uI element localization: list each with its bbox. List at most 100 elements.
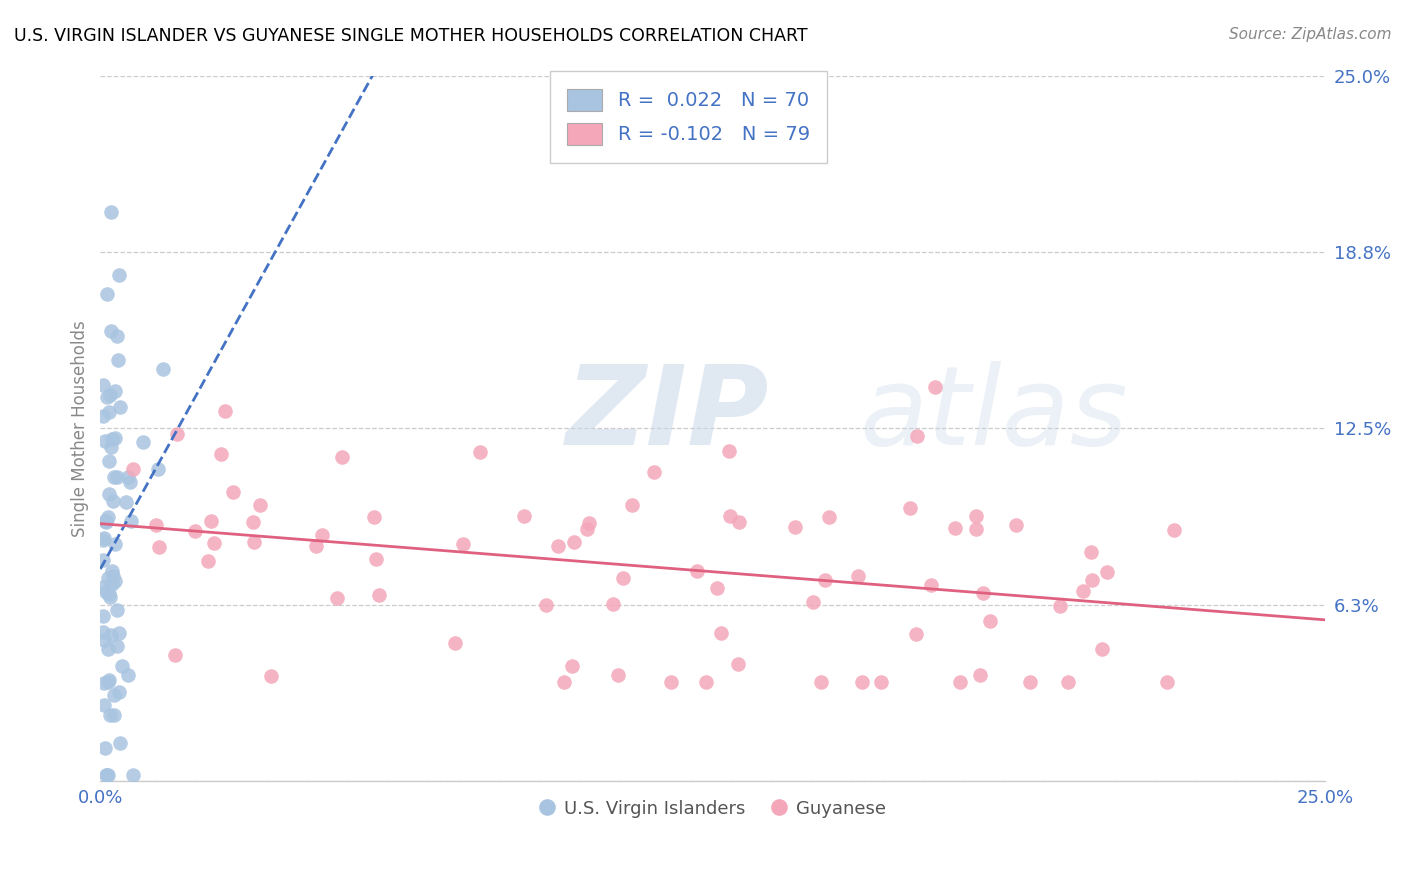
Point (93, 740, 115, 755)
Point (444, 636, 467, 650)
Point (363, 509, 385, 524)
Point (870, 675, 893, 690)
Text: Source: ZipAtlas.com: Source: ZipAtlas.com (1229, 27, 1392, 42)
Point (904, 626, 927, 640)
Point (97, 510, 120, 524)
Point (91, 580, 114, 594)
Point (578, 516, 600, 530)
Point (920, 578, 942, 592)
Point (643, 465, 665, 479)
Point (103, 470, 125, 484)
Point (848, 568, 870, 582)
Point (132, 435, 155, 450)
Point (97, 642, 120, 657)
Text: U.S. VIRGIN ISLANDER VS GUYANESE SINGLE MOTHER HOUSEHOLDS CORRELATION CHART: U.S. VIRGIN ISLANDER VS GUYANESE SINGLE … (14, 27, 807, 45)
Point (783, 520, 806, 534)
Point (103, 688, 125, 702)
Point (152, 362, 174, 376)
Point (602, 597, 624, 611)
Point (91, 624, 114, 639)
Point (96, 390, 118, 404)
Point (97, 454, 120, 468)
Point (1019, 675, 1042, 690)
Point (1073, 583, 1095, 598)
Point (91, 377, 114, 392)
Point (115, 495, 138, 509)
Point (659, 675, 682, 690)
Point (103, 568, 125, 582)
Point (979, 614, 1001, 628)
Point (468, 445, 491, 459)
Point (718, 508, 741, 523)
Point (249, 498, 271, 512)
Point (898, 501, 921, 516)
Point (97, 587, 120, 601)
Point (96, 287, 118, 301)
Point (311, 528, 333, 542)
Point (453, 537, 475, 551)
Point (727, 516, 749, 530)
Point (104, 574, 127, 588)
Point (1091, 642, 1114, 657)
Point (94, 434, 117, 448)
Point (612, 571, 634, 585)
Point (96, 768, 118, 782)
Point (91, 553, 114, 567)
Point (1004, 518, 1026, 533)
Point (718, 443, 741, 458)
Point (260, 668, 283, 682)
Point (905, 429, 928, 443)
Point (105, 470, 128, 484)
Point (851, 675, 873, 690)
Point (101, 577, 124, 591)
Text: ZIP: ZIP (565, 360, 769, 467)
Point (94, 584, 117, 599)
Point (1156, 675, 1178, 690)
Point (100, 432, 122, 446)
Point (943, 521, 966, 535)
Point (93, 676, 115, 690)
Point (1049, 599, 1071, 613)
Point (969, 668, 991, 682)
Point (104, 384, 127, 399)
Point (184, 524, 207, 538)
Point (91, 533, 114, 547)
Point (710, 626, 733, 640)
Point (1080, 545, 1102, 559)
Point (801, 595, 824, 609)
Point (242, 535, 264, 549)
Point (810, 675, 832, 690)
Point (214, 404, 236, 418)
Point (562, 535, 585, 549)
Point (972, 586, 994, 600)
Point (222, 485, 245, 500)
Point (965, 509, 987, 524)
Point (326, 591, 349, 605)
Point (305, 539, 328, 553)
Point (117, 668, 139, 682)
Point (200, 514, 222, 528)
Point (100, 324, 122, 338)
Legend: U.S. Virgin Islanders, Guyanese: U.S. Virgin Islanders, Guyanese (533, 792, 893, 825)
Point (148, 462, 170, 476)
Point (1081, 573, 1104, 587)
Point (93, 531, 115, 545)
Point (105, 329, 128, 343)
Point (105, 603, 128, 617)
Point (98, 590, 121, 604)
Point (547, 539, 569, 553)
Point (117, 470, 139, 484)
Text: atlas: atlas (860, 360, 1129, 467)
Point (1095, 565, 1118, 579)
Point (814, 573, 837, 587)
Point (97, 673, 120, 688)
Point (965, 522, 987, 536)
Point (108, 736, 131, 750)
Point (163, 648, 186, 662)
Point (97, 404, 120, 418)
Point (553, 675, 575, 690)
Point (97, 571, 120, 585)
Point (100, 205, 122, 219)
Point (94, 516, 117, 530)
Point (104, 431, 127, 445)
